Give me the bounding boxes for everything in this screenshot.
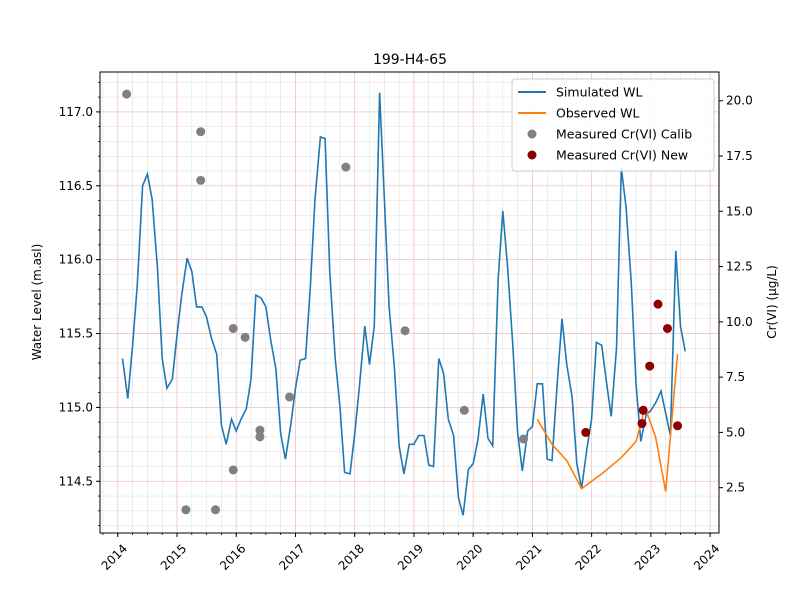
series-group xyxy=(121,89,686,516)
series-line-observed-wl xyxy=(536,354,679,492)
data-point xyxy=(638,405,648,415)
data-point xyxy=(662,323,672,333)
y2-tick-label: 10.0 xyxy=(726,315,753,329)
chart-title: 199-H4-65 xyxy=(373,52,447,68)
data-point xyxy=(400,326,410,336)
data-point xyxy=(645,361,655,371)
data-point xyxy=(341,162,351,172)
x-tick-label: 2023 xyxy=(632,541,663,572)
data-point xyxy=(637,419,647,429)
legend-label-measured-cr-vi-new: Measured Cr(VI) New xyxy=(556,148,688,163)
plot-frame xyxy=(99,71,720,534)
legend-swatch-measured-cr-vi-new xyxy=(527,150,537,160)
y-tick-label: 115.5 xyxy=(59,327,93,341)
legend-label-measured-cr-vi-calib: Measured Cr(VI) Calib xyxy=(556,127,692,142)
y-tick-label: 117.0 xyxy=(59,105,93,119)
data-point xyxy=(255,432,265,442)
y2-tick-label: 5.0 xyxy=(726,425,745,439)
y2-tick-label: 2.5 xyxy=(726,481,745,495)
data-point xyxy=(519,434,529,444)
legend: Simulated WL Observed WL Measured Cr(VI) C… xyxy=(511,78,715,172)
data-point xyxy=(581,427,591,437)
y2-tick-label: 17.5 xyxy=(726,149,753,163)
x-tick-label: 2020 xyxy=(454,541,485,572)
x-tick-label: 2022 xyxy=(572,541,603,572)
y2-tick-label: 20.0 xyxy=(726,94,753,108)
x-tick-label: 2016 xyxy=(217,541,248,572)
gridlines xyxy=(100,72,719,533)
x-tick-label: 2017 xyxy=(276,541,307,572)
legend-label-simulated-wl: Simulated WL xyxy=(556,85,642,100)
data-point xyxy=(285,392,295,402)
data-point xyxy=(228,465,238,475)
legend-swatch-measured-cr-vi-calib xyxy=(527,129,537,139)
y-tick-label: 115.0 xyxy=(59,400,93,414)
data-point xyxy=(196,127,206,137)
data-point xyxy=(228,323,238,333)
x-tick-label: 2015 xyxy=(158,541,189,572)
data-point xyxy=(673,421,683,431)
data-point xyxy=(255,425,265,435)
y-axis-label: Water Level (m.asl) xyxy=(30,244,44,361)
data-point xyxy=(211,505,221,515)
x-tick-label: 2014 xyxy=(99,541,130,572)
data-point xyxy=(459,405,469,415)
y2-tick-label: 15.0 xyxy=(726,204,753,218)
y2-tick-label: 12.5 xyxy=(726,260,753,274)
y2-tick-label: 7.5 xyxy=(726,370,745,384)
y-tick-label: 116.5 xyxy=(59,179,93,193)
series-line-simulated-wl xyxy=(121,92,686,516)
data-point xyxy=(181,505,191,515)
data-point xyxy=(240,332,250,342)
x-tick-label: 2021 xyxy=(513,541,544,572)
y-tick-label: 116.0 xyxy=(59,253,93,267)
legend-box xyxy=(511,78,715,172)
y2-axis-label: Cr(VI) (µg/L) xyxy=(765,265,779,339)
data-point xyxy=(196,175,206,185)
data-point xyxy=(653,299,663,309)
y-tick-label: 114.5 xyxy=(59,474,93,488)
data-point xyxy=(122,89,132,99)
legend-label-observed-wl: Observed WL xyxy=(556,106,639,121)
x-tick-label: 2018 xyxy=(336,541,367,572)
x-tick-label: 2024 xyxy=(691,541,722,572)
x-tick-label: 2019 xyxy=(395,541,426,572)
